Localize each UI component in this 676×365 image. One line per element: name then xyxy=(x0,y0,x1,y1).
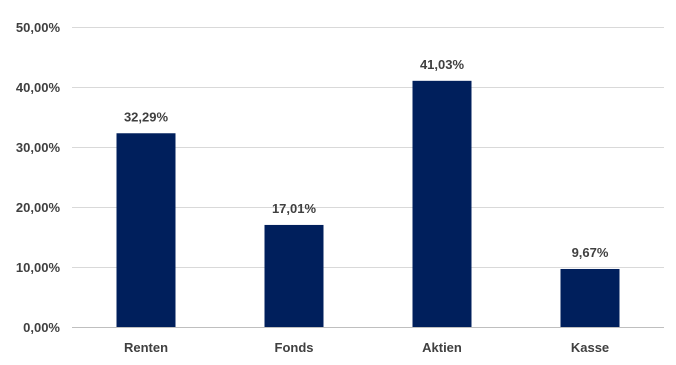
bar-fonds xyxy=(264,224,324,327)
category-label-renten: Renten xyxy=(124,340,168,355)
data-label-fonds: 17,01% xyxy=(272,201,317,216)
data-label-aktien: 41,03% xyxy=(420,57,465,72)
y-tick-label: 10,00% xyxy=(16,260,61,275)
y-tick-label: 30,00% xyxy=(16,140,61,155)
data-label-kasse: 9,67% xyxy=(572,245,609,260)
y-axis-tick-labels: 0,00% 10,00% 20,00% 30,00% 40,00% 50,00% xyxy=(16,20,61,335)
category-label-fonds: Fonds xyxy=(275,340,314,355)
y-tick-label: 40,00% xyxy=(16,80,61,95)
bar-aktien xyxy=(412,80,472,327)
bar-renten xyxy=(116,133,176,327)
category-label-kasse: Kasse xyxy=(571,340,609,355)
y-tick-label: 20,00% xyxy=(16,200,61,215)
data-label-renten: 32,29% xyxy=(124,109,169,124)
bar-kasse xyxy=(560,268,620,327)
category-label-aktien: Aktien xyxy=(422,340,462,355)
x-axis-category-labels: Renten Fonds Aktien Kasse xyxy=(124,340,609,355)
y-tick-label: 0,00% xyxy=(23,320,60,335)
bars xyxy=(116,80,620,327)
y-tick-label: 50,00% xyxy=(16,20,61,35)
data-labels: 32,29% 17,01% 41,03% 9,67% xyxy=(124,57,609,260)
